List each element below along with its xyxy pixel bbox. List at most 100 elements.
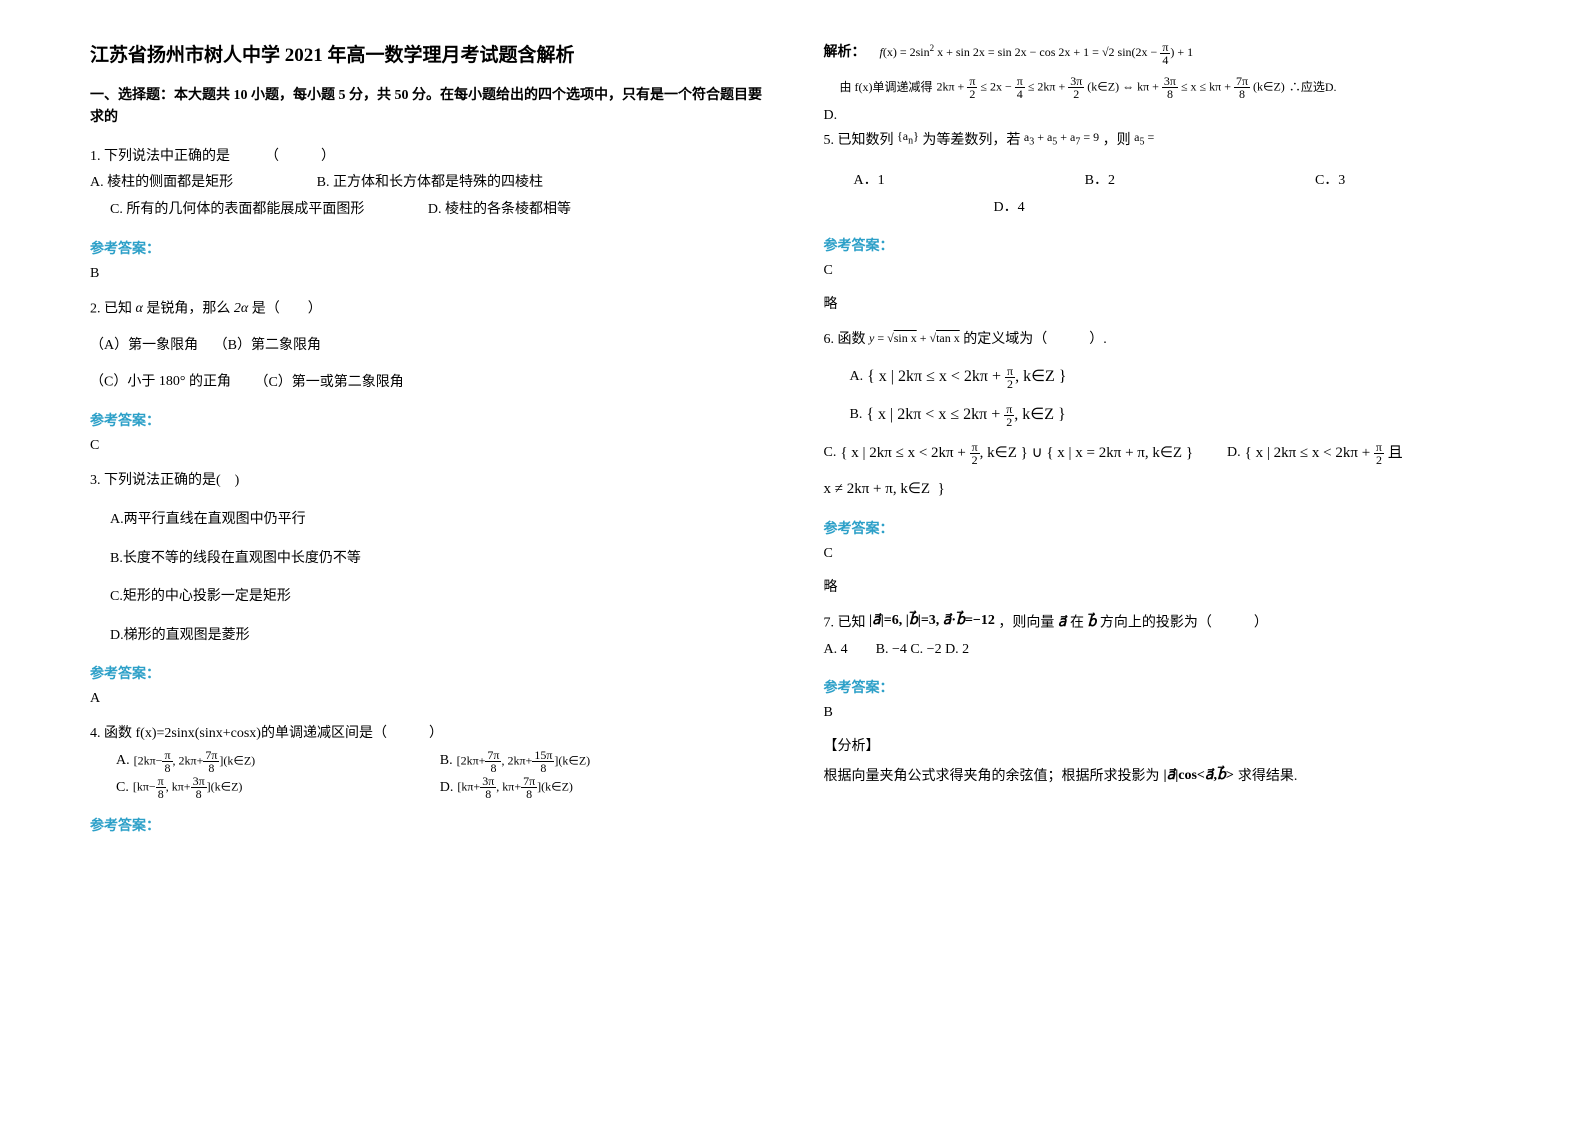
q1-opts-row2: C. 所有的几何体的表面都能展成平面图形 D. 棱柱的各条棱都相等 — [110, 197, 764, 224]
left-column: 江苏省扬州市树人中学 2021 年高一数学理月考试题含解析 一、选择题：本大题共… — [90, 40, 764, 1082]
q4-sol-expr2: 2kπ + π2 ≤ 2x − π4 ≤ 2kπ + 3π2 (k∈Z) ⇔ k… — [937, 75, 1285, 100]
deg-icon: 180° — [159, 369, 186, 396]
q3: 3. 下列说法正确的是( ) A.两平行直线在直观图中仍平行 B.长度不等的线段… — [90, 468, 764, 649]
q6-d-set2: x ≠ 2kπ + π, k∈Z } — [824, 475, 1498, 504]
q6-pre: 6. 函数 — [824, 332, 866, 347]
q1-answer: B — [90, 266, 764, 282]
q6-post: 的定义域为（ ）. — [963, 332, 1107, 347]
q7-in: 在 — [1070, 615, 1084, 630]
q4-opt-a-pre: A. — [116, 748, 130, 775]
q5-opt-b: B．2 — [1085, 168, 1115, 195]
q4-opt-a-wrap: A. [2kπ−π8, 2kπ+7π8](k∈Z) — [116, 748, 440, 775]
q2-opt-a: （A）第一象限角 — [90, 338, 198, 353]
q4-sol-pre2: 由 f(x)单调递减得 — [840, 76, 933, 99]
alpha-icon: α — [136, 296, 143, 323]
q4-sol-line1: 解析： f(x) = 2sin2 x + sin 2x = sin 2x − c… — [824, 40, 1498, 67]
q4: 4. 函数 f(x)=2sinx(sinx+cosx)的单调递减区间是（ ） A… — [90, 721, 764, 801]
seq-icon: {an} — [897, 125, 919, 150]
q2-post: 是（ ） — [252, 301, 322, 316]
q5-mid: 为等差数列，若 — [922, 133, 1020, 148]
q4-opt-c-pre: C. — [116, 775, 129, 802]
q7-formula: |a⃗|cos<a⃗,b⃗> — [1164, 767, 1234, 784]
q7-analysis-post: 求得结果. — [1238, 765, 1298, 785]
answer-label: 参考答案： — [90, 663, 764, 683]
q7-answer: B — [824, 705, 1498, 721]
two-alpha-icon: 2α — [234, 296, 248, 323]
q2-c-post: 的正角 — [189, 375, 231, 390]
q7-post: 方向上的投影为（ ） — [1100, 615, 1268, 630]
q6-opt-b: B. { x | 2kπ < x ≤ 2kπ + π2, k∈Z } — [850, 400, 1498, 430]
answer-label: 参考答案： — [824, 518, 1498, 538]
q4-opt-b-wrap: B. [2kπ+7π8, 2kπ+15π8](k∈Z) — [440, 748, 764, 775]
q2-row1: （A）第一象限角 （B）第二象限角 — [90, 333, 764, 360]
veca-icon: a⃗ — [1058, 610, 1067, 637]
q1: 1. 下列说法中正确的是 （ ） A. 棱柱的侧面都是矩形 B. 正方体和长方体… — [90, 144, 764, 224]
q6-opt-cd-row: C. { x | 2kπ ≤ x < 2kπ + π2, k∈Z } ∪ { x… — [824, 439, 1498, 468]
q1-stem: 1. 下列说法中正确的是 （ ） — [90, 144, 764, 171]
q6-c-pre: C. — [824, 440, 837, 467]
q6-a-pre: A. — [850, 364, 864, 391]
q4-sol-post: ∴应选D. — [1289, 76, 1337, 99]
q4-row1: A. [2kπ−π8, 2kπ+7π8](k∈Z) B. [2kπ+7π8, 2… — [116, 748, 764, 775]
q1-opt-c: C. 所有的几何体的表面都能展成平面图形 — [110, 202, 364, 217]
q7-opts: A. 4 B. −4 C. −2 D. 2 — [824, 637, 1498, 664]
answer-label: 参考答案： — [90, 815, 764, 835]
q6-a-set: { x | 2kπ ≤ x < 2kπ + π2, k∈Z } — [867, 362, 1066, 392]
q2-mid: 是锐角，那么 — [146, 301, 230, 316]
sol-label: 解析： — [824, 40, 866, 67]
q7-analysis-line: 根据向量夹角公式求得夹角的余弦值；根据所求投影为 |a⃗|cos<a⃗,b⃗> … — [824, 765, 1498, 785]
q3-opt-d: D.梯形的直观图是菱形 — [110, 623, 764, 650]
q4-sol-expr1: f(x) = 2sin2 x + sin 2x = sin 2x − cos 2… — [880, 40, 1194, 66]
q5-extra: 略 — [824, 293, 1498, 313]
q5-opt-c: C．3 — [1315, 168, 1345, 195]
q7-analysis-label: 【分析】 — [824, 735, 1498, 755]
q6-d-set1: { x | 2kπ ≤ x < 2kπ + π2 且 — [1245, 439, 1403, 468]
right-column: 解析： f(x) = 2sin2 x + sin 2x = sin 2x − c… — [824, 40, 1498, 1082]
q7-cond: |a⃗|=6, |b⃗|=3, a⃗·b⃗=−12 — [869, 608, 995, 635]
q5-post: ，则 — [1103, 133, 1131, 148]
q7-analysis: 根据向量夹角公式求得夹角的余弦值；根据所求投影为 — [824, 765, 1160, 785]
q1-opt-b: B. 正方体和长方体都是特殊的四棱柱 — [317, 175, 543, 190]
q4-row2: C. [kπ−π8, kπ+3π8](k∈Z) D. [kπ+3π8, kπ+7… — [116, 775, 764, 802]
q1-opts-row1: A. 棱柱的侧面都是矩形 B. 正方体和长方体都是特殊的四棱柱 — [90, 170, 764, 197]
answer-label: 参考答案： — [824, 235, 1498, 255]
q4-opt-a: [2kπ−π8, 2kπ+7π8](k∈Z) — [134, 749, 256, 774]
q4-opt-d: [kπ+3π8, kπ+7π8](k∈Z) — [457, 775, 573, 800]
q6-b-pre: B. — [850, 402, 863, 429]
q2-pre: 2. 已知 — [90, 301, 132, 316]
q5: 5. 已知数列 {an} 为等差数列，若 a3 + a5 + a7 = 9 ，则… — [824, 128, 1498, 222]
q5-opt-a: A．1 — [854, 168, 885, 195]
q5-answer: C — [824, 263, 1498, 279]
answer-label: 参考答案： — [90, 238, 764, 258]
q5-opt-d: D．4 — [994, 195, 1498, 222]
q2: 2. 已知 α 是锐角，那么 2α 是（ ） （A）第一象限角 （B）第二象限角… — [90, 296, 764, 397]
q7-pre: 7. 已知 — [824, 615, 866, 630]
ask-icon: a5 = — [1134, 126, 1154, 151]
q6-opt-a: A. { x | 2kπ ≤ x < 2kπ + π2, k∈Z } — [850, 362, 1498, 392]
func-icon: y = √sin x + √tan x — [869, 327, 960, 350]
answer-label: 参考答案： — [90, 410, 764, 430]
q2-row2: （C）小于 180° 的正角 （C）第一或第二象限角 — [90, 369, 764, 396]
q2-opt-d: （C）第一或第二象限角 — [254, 375, 403, 390]
q6: 6. 函数 y = √sin x + √tan x 的定义域为（ ）. A. {… — [824, 327, 1498, 503]
q4-opt-c-wrap: C. [kπ−π8, kπ+3π8](k∈Z) — [116, 775, 440, 802]
q5-opts: A．1 B．2 C．3 — [854, 168, 1498, 195]
q6-c-set: { x | 2kπ ≤ x < 2kπ + π2, k∈Z } ∪ { x | … — [840, 439, 1193, 468]
q4-opt-b: [2kπ+7π8, 2kπ+15π8](k∈Z) — [457, 749, 591, 774]
q6-d-pre: D. — [1227, 440, 1241, 467]
q3-opt-c: C.矩形的中心投影一定是矩形 — [110, 584, 764, 611]
section-head: 一、选择题：本大题共 10 小题，每小题 5 分，共 50 分。在每小题给出的四… — [90, 85, 764, 130]
q4-stem: 4. 函数 f(x)=2sinx(sinx+cosx)的单调递减区间是（ ） — [90, 721, 764, 748]
q4-sol-line2: 由 f(x)单调递减得 2kπ + π2 ≤ 2x − π4 ≤ 2kπ + 3… — [824, 75, 1498, 100]
q4-opt-d-pre: D. — [440, 775, 454, 802]
q2-answer: C — [90, 438, 764, 454]
cond-icon: a3 + a5 + a7 = 9 — [1024, 126, 1099, 151]
q4-opt-b-pre: B. — [440, 748, 453, 775]
q6-extra: 略 — [824, 576, 1498, 596]
q1-opt-d: D. 棱柱的各条棱都相等 — [428, 202, 571, 217]
q3-opt-a: A.两平行直线在直观图中仍平行 — [110, 507, 764, 534]
q4-opt-c: [kπ−π8, kπ+3π8](k∈Z) — [133, 775, 243, 800]
q3-opt-b: B.长度不等的线段在直观图中长度仍不等 — [110, 546, 764, 573]
page-title: 江苏省扬州市树人中学 2021 年高一数学理月考试题含解析 — [90, 40, 764, 67]
q4-sol-d: D. — [824, 108, 1498, 124]
